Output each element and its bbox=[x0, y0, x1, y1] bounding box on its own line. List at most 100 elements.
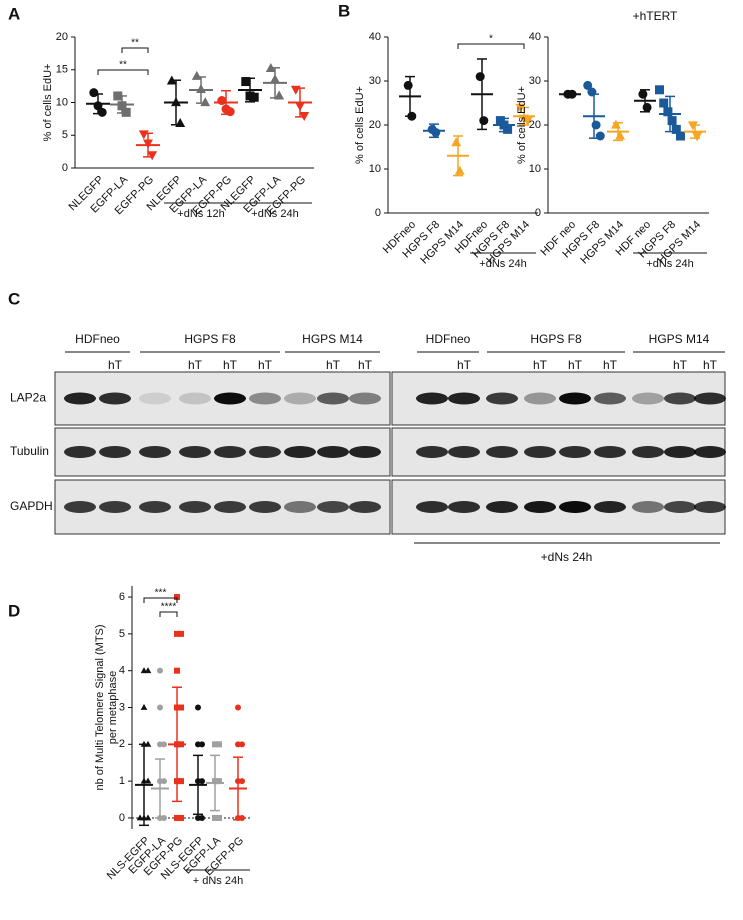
error-bar bbox=[519, 106, 529, 126]
error-bar bbox=[665, 95, 675, 133]
lane-label: hT bbox=[673, 358, 688, 372]
significance-bracket bbox=[159, 611, 178, 617]
y-tick-label: 1 bbox=[119, 775, 125, 787]
lane-label: hT bbox=[703, 358, 718, 372]
blot-band bbox=[139, 501, 171, 513]
blot-band bbox=[524, 392, 556, 405]
y-tick-label: 4 bbox=[119, 665, 125, 677]
error-bar bbox=[139, 743, 149, 827]
error-bar bbox=[613, 122, 623, 142]
data-point bbox=[667, 116, 677, 126]
blot-band bbox=[486, 501, 518, 513]
error-bar bbox=[453, 135, 463, 177]
data-point bbox=[431, 127, 441, 137]
data-point bbox=[147, 151, 158, 161]
blot-band bbox=[214, 501, 246, 513]
panel-label: B bbox=[338, 1, 350, 20]
blot-band bbox=[486, 446, 518, 458]
blot-band bbox=[349, 501, 381, 513]
error-bar bbox=[210, 754, 220, 812]
data-point bbox=[241, 77, 251, 87]
lane-label: hT bbox=[603, 358, 618, 372]
group-label: HGPS F8 bbox=[530, 332, 582, 346]
y-tick-label: 40 bbox=[529, 31, 541, 43]
blot-band bbox=[594, 392, 626, 405]
blot-band bbox=[179, 392, 211, 405]
blot-band bbox=[179, 501, 211, 513]
data-point bbox=[199, 741, 205, 748]
error-bar bbox=[93, 93, 103, 115]
row-label: Tubulin bbox=[10, 444, 49, 458]
blot-band bbox=[64, 446, 96, 458]
blot-band bbox=[64, 392, 96, 405]
panel-label: C bbox=[8, 289, 20, 308]
lane-label: hT bbox=[533, 358, 548, 372]
y-tick-label: 3 bbox=[119, 701, 125, 713]
blot-band bbox=[694, 392, 726, 405]
data-point bbox=[239, 778, 245, 785]
data-point bbox=[216, 741, 222, 748]
data-point bbox=[595, 131, 605, 141]
error-bar bbox=[295, 87, 305, 118]
significance-label: *** bbox=[155, 588, 167, 599]
blot-band bbox=[416, 392, 448, 405]
y-tick-label: 6 bbox=[119, 591, 125, 603]
data-point bbox=[178, 778, 184, 785]
y-tick-label: 30 bbox=[369, 75, 381, 87]
data-point bbox=[174, 594, 180, 601]
data-point bbox=[583, 80, 593, 90]
chart-title: +hTERT bbox=[633, 9, 678, 23]
blot-band bbox=[632, 392, 664, 405]
blot-band bbox=[694, 446, 726, 458]
row-label: GAPDH bbox=[10, 499, 53, 513]
y-tick-label: 10 bbox=[369, 163, 381, 175]
data-point bbox=[687, 121, 698, 131]
y-tick-label: 5 bbox=[62, 129, 68, 141]
y-tick-label: 10 bbox=[56, 96, 68, 108]
y-axis-label: % of cells EdU+ bbox=[42, 64, 54, 142]
data-point bbox=[161, 778, 167, 785]
error-bar bbox=[477, 58, 487, 131]
data-point bbox=[249, 92, 259, 102]
error-bar bbox=[172, 686, 182, 803]
error-bar bbox=[270, 67, 280, 99]
blot-band bbox=[284, 392, 316, 405]
data-point bbox=[610, 119, 621, 129]
data-point bbox=[591, 120, 601, 130]
error-bar bbox=[221, 89, 231, 116]
data-point bbox=[475, 72, 485, 82]
lane-label: hT bbox=[457, 358, 472, 372]
error-bar bbox=[589, 93, 599, 139]
data-point bbox=[587, 87, 597, 97]
data-point bbox=[659, 98, 669, 108]
y-tick-label: 0 bbox=[119, 812, 125, 824]
lane-label: hT bbox=[326, 358, 341, 372]
data-point bbox=[638, 89, 648, 99]
blot-band bbox=[64, 501, 96, 513]
data-point bbox=[195, 704, 201, 711]
blot-band bbox=[249, 446, 281, 458]
blot-band bbox=[448, 501, 480, 513]
blot-band bbox=[214, 446, 246, 458]
lane-label: hT bbox=[188, 358, 203, 372]
blot-band bbox=[416, 446, 448, 458]
y-tick-label: 10 bbox=[529, 163, 541, 175]
lane-label: hT bbox=[258, 358, 273, 372]
blot-band bbox=[486, 392, 518, 405]
panel-label: D bbox=[8, 601, 20, 620]
group-label: HGPS M14 bbox=[649, 332, 710, 346]
blot-band bbox=[139, 446, 171, 458]
data-point bbox=[97, 107, 107, 117]
significance-bracket bbox=[121, 47, 149, 53]
data-point bbox=[161, 741, 167, 748]
blot-band bbox=[632, 501, 664, 513]
data-point bbox=[655, 85, 664, 95]
data-point bbox=[144, 777, 152, 784]
y-axis-label: per metaphase bbox=[107, 671, 119, 744]
blot-band bbox=[694, 501, 726, 513]
group-label: + dNs 24h bbox=[193, 875, 243, 887]
data-point bbox=[136, 814, 144, 821]
group-label: +dNs 12h bbox=[177, 208, 224, 220]
blot-band bbox=[559, 501, 591, 513]
data-point bbox=[216, 814, 222, 821]
